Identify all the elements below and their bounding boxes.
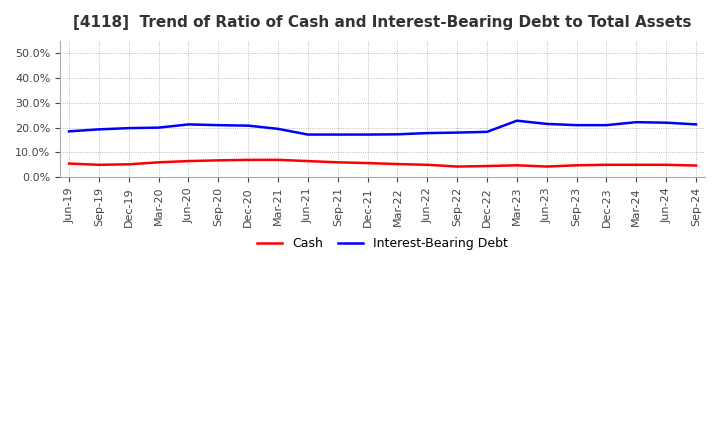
Cash xyxy=(65,161,73,166)
Interest-Bearing Debt xyxy=(453,130,462,135)
Interest-Bearing Debt xyxy=(513,118,521,123)
Interest-Bearing Debt xyxy=(94,127,103,132)
Interest-Bearing Debt xyxy=(692,122,701,127)
Interest-Bearing Debt xyxy=(364,132,372,137)
Interest-Bearing Debt xyxy=(125,125,133,131)
Interest-Bearing Debt xyxy=(244,123,253,128)
Cash xyxy=(274,157,282,162)
Cash xyxy=(453,164,462,169)
Title: [4118]  Trend of Ratio of Cash and Interest-Bearing Debt to Total Assets: [4118] Trend of Ratio of Cash and Intere… xyxy=(73,15,692,30)
Cash xyxy=(304,158,312,164)
Cash xyxy=(333,160,342,165)
Line: Cash: Cash xyxy=(69,160,696,166)
Cash xyxy=(94,162,103,168)
Cash xyxy=(513,163,521,168)
Cash xyxy=(542,164,551,169)
Interest-Bearing Debt xyxy=(184,122,193,127)
Cash xyxy=(244,157,253,162)
Interest-Bearing Debt xyxy=(542,121,551,127)
Interest-Bearing Debt xyxy=(65,129,73,134)
Interest-Bearing Debt xyxy=(304,132,312,137)
Interest-Bearing Debt xyxy=(572,122,581,128)
Cash xyxy=(393,161,402,167)
Cash xyxy=(662,162,670,168)
Cash xyxy=(572,163,581,168)
Cash xyxy=(692,163,701,168)
Cash xyxy=(125,161,133,167)
Cash xyxy=(482,163,491,169)
Cash xyxy=(423,162,432,168)
Legend: Cash, Interest-Bearing Debt: Cash, Interest-Bearing Debt xyxy=(252,232,513,256)
Cash xyxy=(632,162,641,168)
Interest-Bearing Debt xyxy=(423,130,432,136)
Cash xyxy=(154,160,163,165)
Interest-Bearing Debt xyxy=(214,122,222,128)
Cash xyxy=(184,158,193,164)
Interest-Bearing Debt xyxy=(274,126,282,132)
Cash xyxy=(214,158,222,163)
Interest-Bearing Debt xyxy=(602,122,611,128)
Line: Interest-Bearing Debt: Interest-Bearing Debt xyxy=(69,121,696,135)
Interest-Bearing Debt xyxy=(482,129,491,135)
Interest-Bearing Debt xyxy=(632,120,641,125)
Interest-Bearing Debt xyxy=(333,132,342,137)
Interest-Bearing Debt xyxy=(154,125,163,130)
Interest-Bearing Debt xyxy=(662,120,670,125)
Cash xyxy=(602,162,611,168)
Interest-Bearing Debt xyxy=(393,132,402,137)
Cash xyxy=(364,161,372,166)
